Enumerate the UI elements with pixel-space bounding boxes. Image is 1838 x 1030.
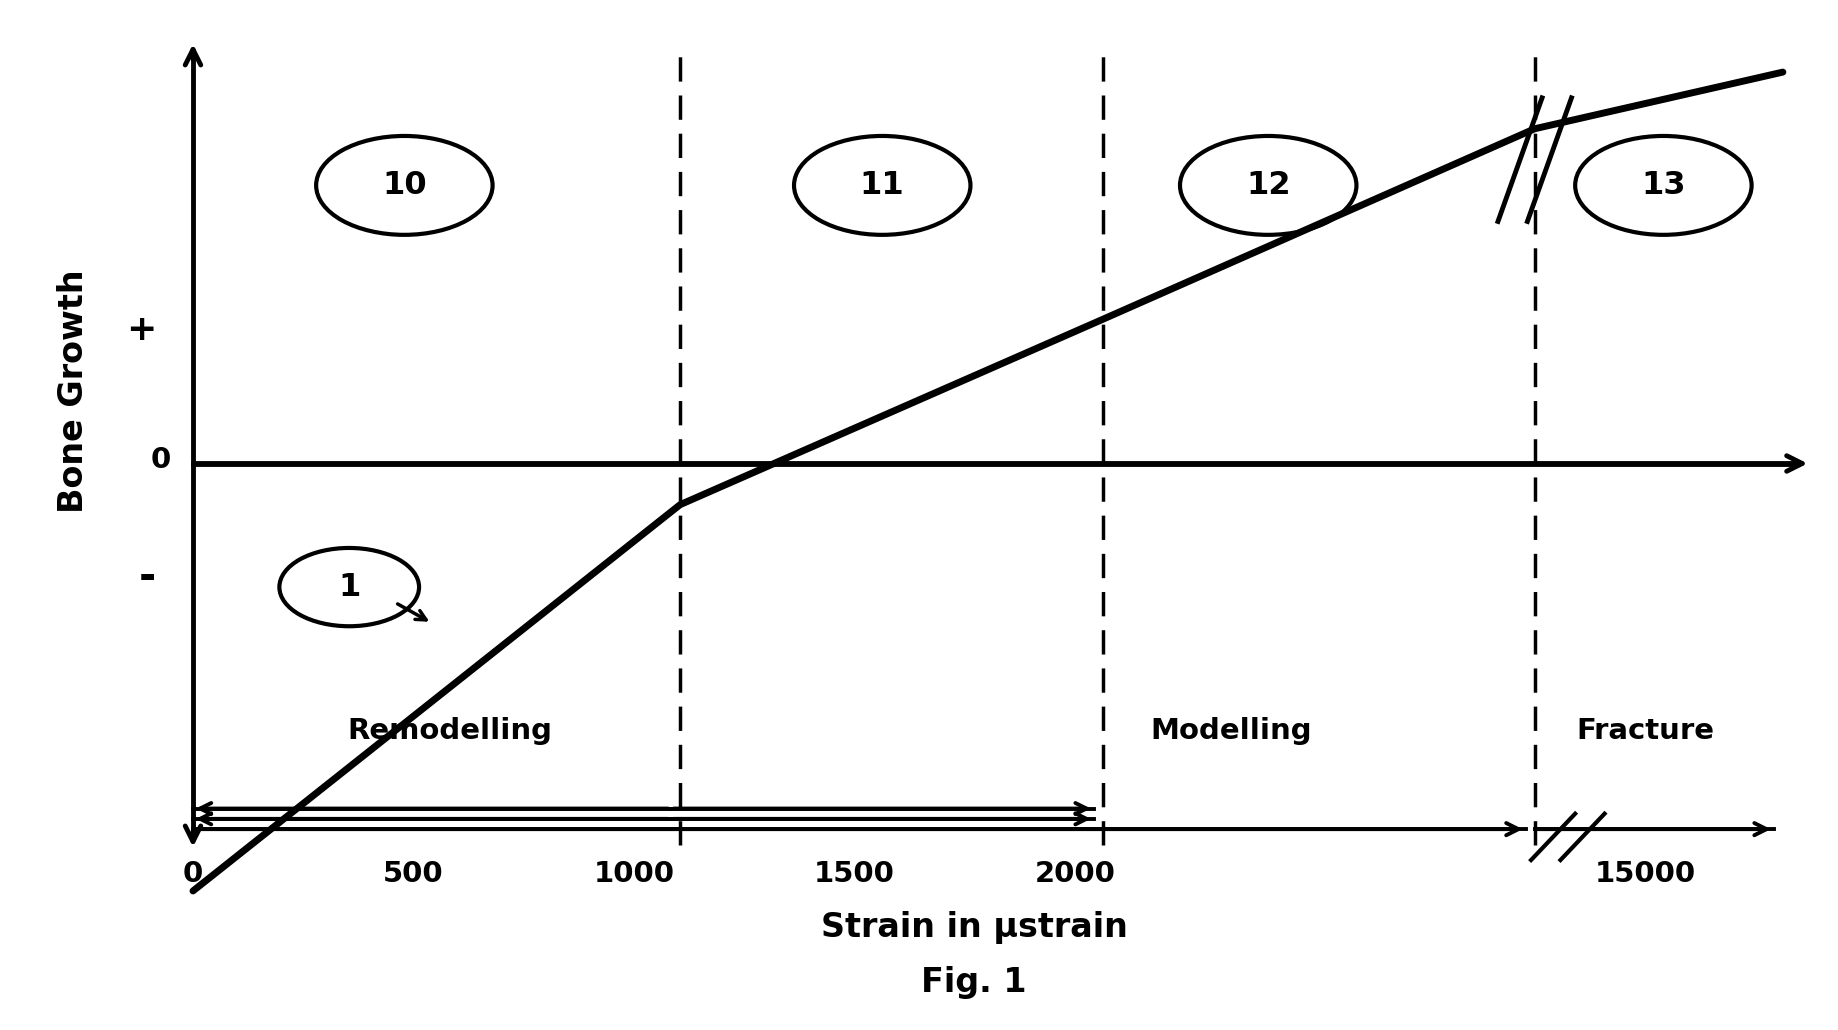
Text: Strain in μstrain: Strain in μstrain	[822, 911, 1127, 943]
Text: -: -	[140, 556, 156, 597]
Text: Bone Growth: Bone Growth	[57, 270, 90, 513]
Text: 15000: 15000	[1594, 860, 1696, 888]
Text: +: +	[125, 312, 156, 347]
Text: 0: 0	[151, 446, 171, 475]
Text: 12: 12	[1246, 170, 1290, 201]
Text: 0: 0	[182, 860, 204, 888]
Text: 1000: 1000	[594, 860, 675, 888]
Text: 10: 10	[382, 170, 426, 201]
Text: 1500: 1500	[814, 860, 895, 888]
Text: Fracture: Fracture	[1575, 717, 1715, 746]
Text: Modelling: Modelling	[1151, 717, 1312, 746]
Text: Remodelling: Remodelling	[347, 717, 553, 746]
Text: 11: 11	[860, 170, 904, 201]
Text: 2000: 2000	[1035, 860, 1116, 888]
Text: 1: 1	[338, 572, 360, 603]
Text: 13: 13	[1641, 170, 1685, 201]
Text: 500: 500	[384, 860, 443, 888]
Text: Fig. 1: Fig. 1	[921, 966, 1027, 999]
